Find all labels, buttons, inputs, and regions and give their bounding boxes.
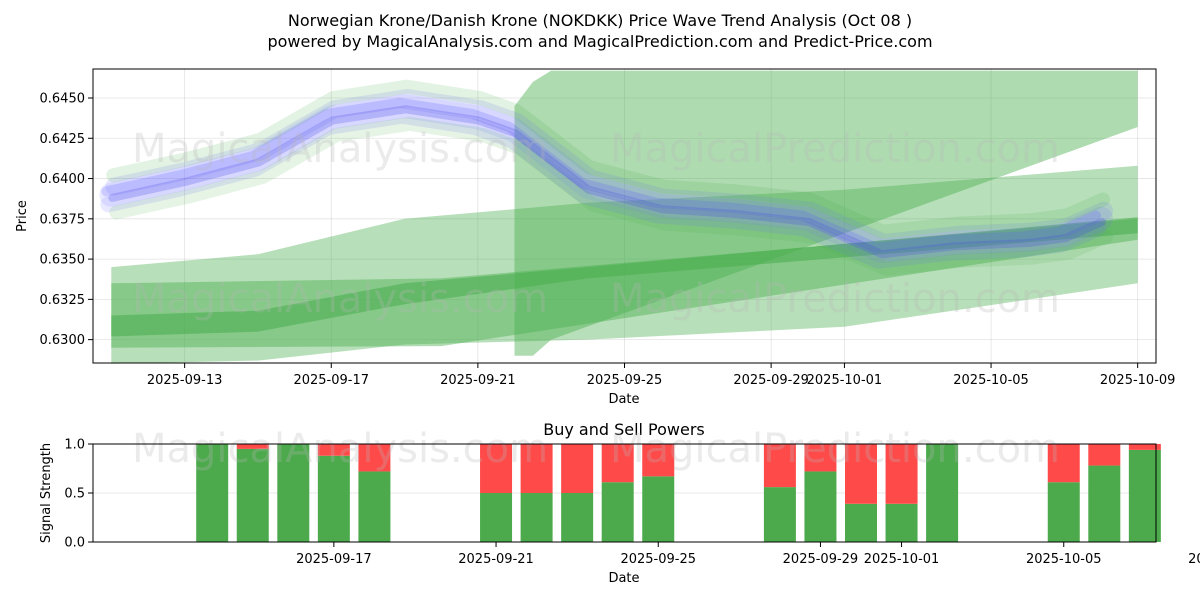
sell-bar	[1088, 444, 1121, 466]
sell-bar	[642, 444, 675, 477]
bar-x-tick-label: 2025-10-09	[1188, 552, 1200, 567]
main-x-tick-label: 2025-10-05	[953, 373, 1029, 388]
bar-x-tick-label: 2025-09-25	[620, 552, 696, 567]
price-wave-line	[105, 89, 1113, 252]
main-y-axis: 0.6300 0.6325 0.6350 0.6375 0.6400 0.6425 0.64…	[40, 91, 93, 348]
buy-bar	[642, 476, 675, 542]
main-y-tick-label: 0.6300	[40, 333, 86, 348]
price-wave-panel: MagicalAnalysis.com MagicalPrediction.co…	[15, 68, 1176, 407]
green-forecast-band	[111, 217, 1138, 337]
main-x-tick-label: 2025-09-13	[147, 373, 223, 388]
bar-x-tick-label: 2025-10-01	[864, 552, 940, 567]
chart-subtitle: powered by MagicalAnalysis.com and Magic…	[267, 32, 932, 51]
main-y-tick-label: 0.6400	[40, 172, 86, 187]
sell-bar	[520, 444, 553, 493]
buy-bar	[885, 503, 918, 542]
buy-bar	[926, 444, 959, 542]
main-y-tick-label: 0.6350	[40, 253, 86, 268]
bar-y-axis: 0.0 0.5 1.0	[64, 438, 93, 551]
main-x-tick-label: 2025-09-29	[733, 373, 809, 388]
bar-y-tick-label: 1.0	[64, 438, 85, 453]
sell-bar	[317, 444, 350, 456]
sell-bar	[763, 444, 796, 488]
price-wave-line	[101, 97, 1101, 253]
bar-x-tick-label: 2025-09-21	[458, 552, 534, 567]
bar-y-axis-label: Signal Strength	[39, 443, 54, 543]
watermark-prediction: MagicalPrediction.com	[610, 276, 1060, 322]
buy-bar	[845, 503, 877, 542]
main-x-axis: 2025-09-13 2025-09-17 2025-09-21 2025-09-25…	[147, 363, 1176, 388]
sell-bar	[1047, 444, 1080, 483]
main-x-tick-label: 2025-09-21	[440, 373, 516, 388]
main-y-tick-label: 0.6325	[40, 293, 86, 308]
bar-chart-title: Buy and Sell Powers	[543, 420, 705, 439]
sell-bar	[845, 444, 877, 504]
watermark-prediction: MagicalPrediction.com	[610, 126, 1060, 172]
price-wave-line	[108, 105, 1106, 259]
main-grid	[93, 69, 1156, 363]
bar-x-axis: 2025-09-17 2025-09-21 2025-09-25 2025-09-29…	[296, 542, 1200, 567]
buy-bar	[317, 455, 350, 542]
main-x-tick-label: 2025-10-01	[807, 373, 883, 388]
buy-bar	[1088, 465, 1121, 542]
main-x-tick-label: 2025-10-09	[1100, 373, 1176, 388]
buy-bar	[236, 448, 269, 542]
bar-x-tick-label: 2025-09-29	[783, 552, 859, 567]
bar-watermarks: MagicalAnalysis.com MagicalPrediction.co…	[132, 426, 1060, 472]
buy-bar	[763, 487, 796, 542]
price-wave-line	[100, 107, 1106, 269]
bar-x-axis-label: Date	[608, 571, 639, 586]
sell-bar	[601, 444, 634, 483]
buy-bar	[480, 493, 513, 542]
buy-bar	[277, 444, 310, 542]
buy-bar	[601, 482, 634, 542]
buy-bar	[196, 444, 229, 542]
price-wave-line	[99, 94, 1113, 263]
sell-bar	[480, 444, 513, 493]
bar-y-tick-label: 0.5	[64, 487, 85, 502]
price-wave-line	[106, 79, 1110, 239]
buy-bar	[520, 493, 553, 542]
main-y-tick-label: 0.6450	[40, 91, 86, 106]
watermark-analysis: MagicalAnalysis.com	[132, 126, 548, 172]
buy-bar	[804, 471, 837, 542]
sell-bar	[236, 444, 269, 449]
sell-bar	[358, 444, 391, 472]
main-x-tick-label: 2025-09-25	[587, 373, 663, 388]
main-y-axis-label: Price	[15, 200, 30, 232]
bar-x-tick-label: 2025-09-17	[296, 552, 372, 567]
buy-bar	[561, 493, 594, 542]
watermark-analysis: MagicalAnalysis.com	[132, 276, 548, 322]
bar-series	[196, 444, 1161, 542]
main-y-tick-label: 0.6375	[40, 212, 86, 227]
sell-bar	[804, 444, 837, 472]
buy-sell-panel: Buy and Sell Powers MagicalAnalysis.com …	[39, 420, 1200, 586]
main-watermarks: MagicalAnalysis.com MagicalPrediction.co…	[132, 126, 1060, 322]
green-forecast-band	[514, 70, 1138, 356]
sell-bar	[561, 444, 594, 493]
bar-y-tick-label: 0.0	[64, 536, 85, 551]
main-x-axis-label: Date	[608, 392, 639, 407]
sell-bar	[885, 444, 918, 504]
watermark-analysis: MagicalAnalysis.com	[132, 426, 548, 472]
price-wave-line	[109, 116, 1113, 276]
wave-bands	[99, 70, 1138, 364]
sell-bar	[1128, 444, 1161, 450]
buy-bar	[1047, 482, 1080, 542]
main-x-tick-label: 2025-09-17	[293, 373, 369, 388]
buy-bar	[358, 471, 391, 542]
bar-x-tick-label: 2025-10-05	[1026, 552, 1102, 567]
chart-title: Norwegian Krone/Danish Krone (NOKDKK) Pr…	[288, 11, 912, 30]
main-y-tick-label: 0.6425	[40, 132, 86, 147]
watermark-prediction: MagicalPrediction.com	[610, 426, 1060, 472]
